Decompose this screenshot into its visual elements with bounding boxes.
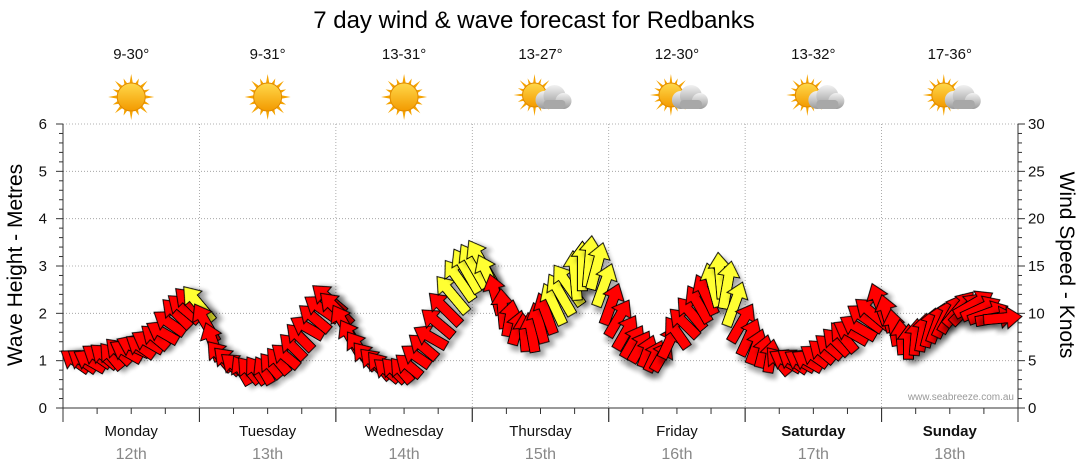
sun-ray bbox=[532, 105, 537, 116]
partly-cloudy-icon bbox=[786, 74, 845, 116]
wind-arrow bbox=[585, 242, 611, 292]
cloud-base bbox=[543, 100, 566, 109]
sun-ray bbox=[129, 109, 134, 120]
sun-ray bbox=[922, 93, 933, 97]
sun-ray bbox=[402, 109, 406, 120]
sun-ray bbox=[402, 74, 406, 85]
sun-disc bbox=[253, 82, 283, 112]
day-date-label: 13th bbox=[252, 446, 283, 463]
left-tick-label: 4 bbox=[39, 211, 47, 228]
day-labels: Monday 12th Tuesday 13th Wednesday 14th Thursd… bbox=[62, 408, 1019, 463]
left-tick-label: 6 bbox=[39, 116, 47, 133]
temperature-label: 13-32° bbox=[791, 46, 835, 63]
sun-ray bbox=[786, 93, 797, 97]
day-date-label: 15th bbox=[525, 446, 556, 463]
day-name-label: Thursday bbox=[509, 423, 572, 440]
left-tick-label: 0 bbox=[39, 400, 47, 417]
sun-ray bbox=[805, 74, 809, 85]
sun-ray bbox=[669, 74, 673, 85]
axes: 0 1 2 3 4 5 6 0 5 10 15 20 25 30 bbox=[39, 116, 1045, 417]
sun-ray bbox=[381, 95, 392, 99]
left-tick-label: 5 bbox=[39, 163, 47, 180]
sun-icon bbox=[244, 74, 291, 120]
sun-disc bbox=[116, 82, 146, 112]
wind-arrows bbox=[60, 234, 1023, 388]
sun-ray bbox=[416, 95, 428, 99]
cloud-shape bbox=[944, 85, 981, 109]
right-tick-label: 25 bbox=[1028, 163, 1045, 180]
day-date-label: 18th bbox=[934, 446, 965, 463]
wind-arrow bbox=[591, 263, 618, 309]
cloud-base bbox=[816, 100, 839, 109]
left-tick-label: 1 bbox=[39, 353, 47, 370]
sun-disc bbox=[389, 82, 419, 112]
cloud-shape bbox=[671, 85, 708, 109]
temperature-label: 9-30° bbox=[113, 46, 149, 63]
right-tick-label: 20 bbox=[1028, 211, 1045, 228]
credit-text: www.seabreeze.com.au bbox=[907, 392, 1014, 403]
sun-ray bbox=[942, 74, 946, 85]
sun-ray bbox=[532, 74, 537, 85]
sun-ray bbox=[805, 105, 809, 116]
daily-weather-row: 9-30° 9-31° 13-31° 13-27° 12-30° 13-32° 17-36° bbox=[108, 46, 981, 120]
cloud-base bbox=[952, 100, 975, 109]
wind-arrow bbox=[598, 282, 625, 327]
left-tick-label: 3 bbox=[39, 258, 47, 275]
chart-title: 7 day wind & wave forecast for Redbanks bbox=[313, 7, 755, 34]
day-name-label: Saturday bbox=[781, 423, 846, 440]
sun-ray bbox=[649, 93, 661, 97]
day-date-label: 12th bbox=[116, 446, 147, 463]
cloud-base bbox=[679, 100, 702, 109]
day-date-label: 17th bbox=[798, 446, 829, 463]
cloud-shape bbox=[808, 85, 845, 109]
partly-cloudy-icon bbox=[922, 74, 981, 116]
sun-icon bbox=[381, 74, 428, 120]
sun-ray bbox=[108, 95, 119, 99]
wind-arrow bbox=[413, 325, 450, 352]
sun-ray bbox=[244, 95, 255, 99]
cloud-shape bbox=[535, 85, 572, 109]
day-name-label: Tuesday bbox=[239, 423, 296, 440]
left-tick-label: 2 bbox=[39, 305, 47, 322]
left-axis-title: Wave Height - Metres bbox=[4, 164, 27, 366]
wind-arrow bbox=[721, 281, 749, 329]
temperature-label: 12-30° bbox=[655, 46, 699, 63]
sun-ray bbox=[942, 105, 946, 116]
sun-ray bbox=[265, 74, 270, 85]
wind-arrow bbox=[716, 260, 741, 310]
sun-icon bbox=[108, 74, 155, 120]
partly-cloudy-icon bbox=[513, 74, 572, 116]
temperature-label: 13-31° bbox=[382, 46, 426, 63]
right-tick-label: 5 bbox=[1028, 353, 1036, 370]
right-tick-label: 0 bbox=[1028, 400, 1036, 417]
right-axis-title: Wind Speed - Knots bbox=[1055, 172, 1078, 359]
day-date-label: 16th bbox=[661, 446, 692, 463]
sun-ray bbox=[144, 95, 155, 99]
temperature-label: 13-27° bbox=[518, 46, 562, 63]
sun-ray bbox=[129, 74, 134, 85]
temperature-label: 17-36° bbox=[928, 46, 972, 63]
grid-lines bbox=[63, 123, 1018, 408]
wind-arrow bbox=[421, 309, 457, 341]
day-name-label: Friday bbox=[656, 423, 698, 440]
sun-ray bbox=[280, 95, 291, 99]
wind-arrow bbox=[982, 305, 1023, 330]
temperature-label: 9-31° bbox=[250, 46, 286, 63]
right-tick-label: 30 bbox=[1028, 116, 1045, 133]
day-name-label: Wednesday bbox=[365, 423, 444, 440]
partly-cloudy-icon bbox=[649, 74, 708, 116]
day-date-label: 14th bbox=[389, 446, 420, 463]
sun-ray bbox=[265, 109, 270, 120]
day-name-label: Sunday bbox=[923, 423, 978, 440]
wind-arrow bbox=[183, 286, 218, 325]
sun-ray bbox=[513, 93, 524, 97]
right-tick-label: 15 bbox=[1028, 258, 1045, 275]
sun-ray bbox=[669, 105, 673, 116]
right-tick-label: 10 bbox=[1028, 305, 1045, 322]
day-name-label: Monday bbox=[105, 423, 159, 440]
